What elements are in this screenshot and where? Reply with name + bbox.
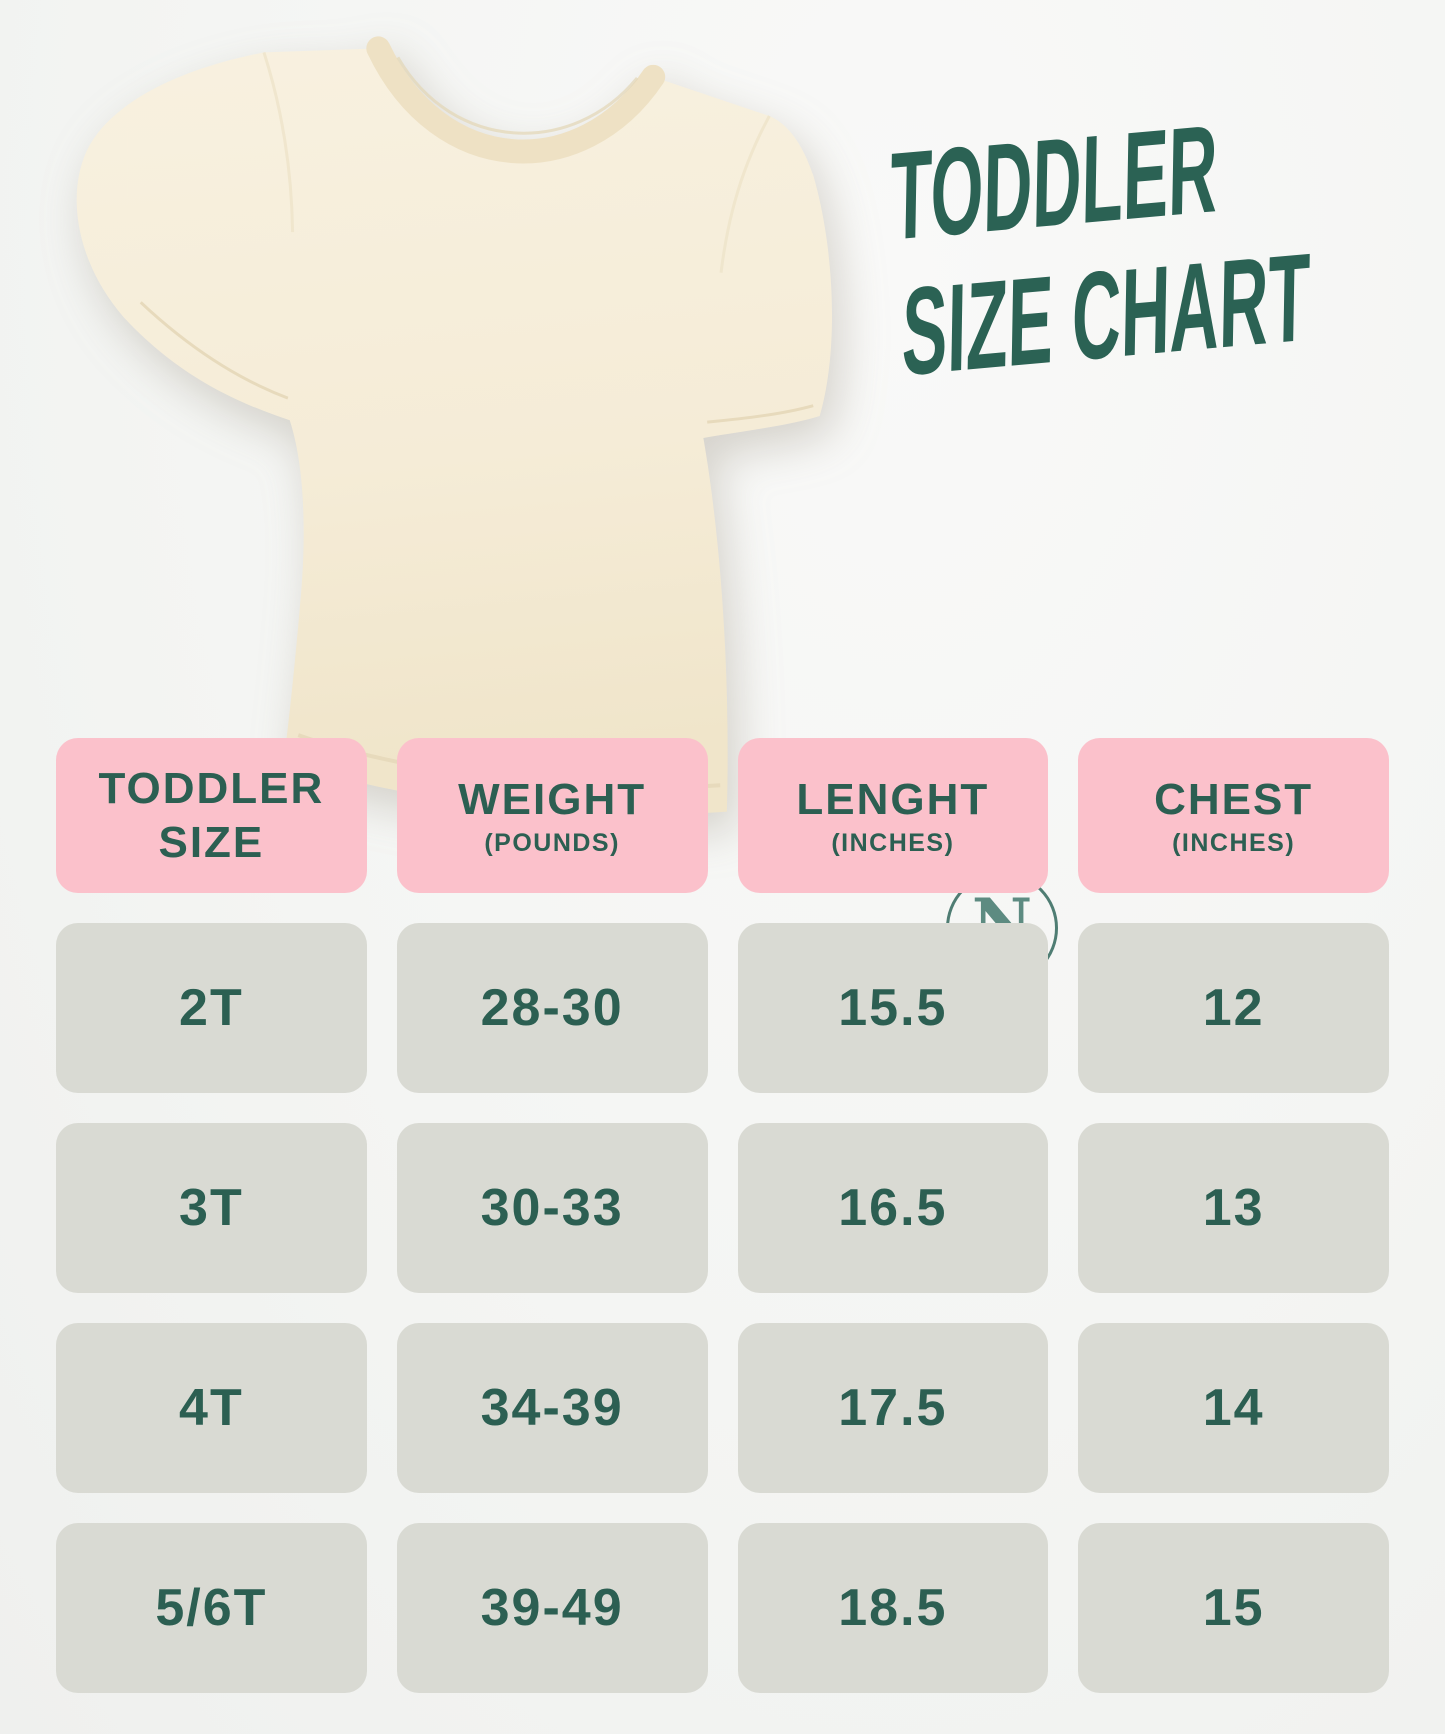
table-cell: 3T bbox=[56, 1123, 367, 1293]
table-cell: 39-49 bbox=[396, 1523, 708, 1693]
table-cell: 28-30 bbox=[396, 923, 708, 1093]
header-cell-weight: WEIGHT (POUNDS) bbox=[396, 738, 708, 893]
header-label: WEIGHT bbox=[458, 774, 647, 824]
header-sublabel: (POUNDS) bbox=[484, 829, 620, 858]
header-label: LENGHT bbox=[796, 774, 990, 824]
table-cell: 18.5 bbox=[737, 1523, 1049, 1693]
header-label: SIZE bbox=[158, 817, 265, 867]
table-cell: 30-33 bbox=[396, 1123, 708, 1293]
table-cell: 4T bbox=[56, 1323, 367, 1493]
header-cell-lenght: LENGHT (INCHES) bbox=[737, 738, 1049, 893]
header-label: TODDLER bbox=[98, 763, 325, 813]
table-cell: 34-39 bbox=[396, 1323, 708, 1493]
table-cell: 15 bbox=[1078, 1523, 1389, 1693]
header-sublabel: (INCHES) bbox=[1172, 829, 1296, 858]
header-cell-toddler-size: TODDLER SIZE bbox=[56, 738, 367, 893]
size-table: TODDLER SIZE WEIGHT (POUNDS) LENGHT (INC… bbox=[56, 738, 1389, 1693]
tshirt-collar bbox=[366, 36, 666, 164]
table-cell: 12 bbox=[1078, 923, 1389, 1093]
header-label: CHEST bbox=[1154, 774, 1314, 824]
page-title: TODDLER SIZE CHART bbox=[779, 98, 1312, 411]
table-cell: 5/6T bbox=[56, 1523, 367, 1693]
table-cell: 13 bbox=[1078, 1123, 1389, 1293]
table-cell: 17.5 bbox=[737, 1323, 1049, 1493]
title-line-2: SIZE CHART bbox=[900, 228, 1312, 403]
tshirt-body bbox=[76, 36, 833, 815]
title-line-1: TODDLER bbox=[889, 99, 1219, 267]
tshirt-photo bbox=[76, 36, 833, 815]
header-cell-chest: CHEST (INCHES) bbox=[1078, 738, 1389, 893]
header-sublabel: (INCHES) bbox=[831, 829, 955, 858]
table-cell: 15.5 bbox=[737, 923, 1049, 1093]
table-cell: 14 bbox=[1078, 1323, 1389, 1493]
table-cell: 2T bbox=[56, 923, 367, 1093]
table-cell: 16.5 bbox=[737, 1123, 1049, 1293]
